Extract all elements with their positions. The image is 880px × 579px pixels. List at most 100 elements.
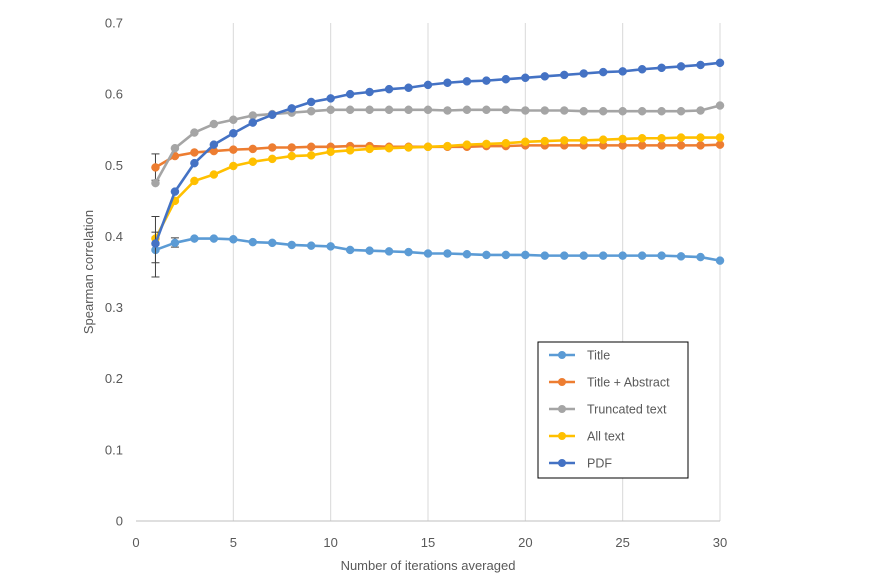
data-point: [404, 83, 413, 92]
data-point: [345, 245, 355, 255]
data-point: [229, 115, 238, 125]
data-point: [462, 77, 472, 86]
data-point: [676, 141, 686, 150]
data-point: [306, 142, 316, 152]
y-tick-label: 0: [116, 514, 123, 529]
y-tick-label: 0.6: [105, 87, 123, 102]
data-point: [560, 70, 569, 80]
data-point: [579, 251, 588, 260]
series-pdf: [151, 58, 725, 278]
data-point: [696, 133, 705, 142]
data-point: [501, 74, 511, 84]
data-point: [345, 146, 355, 155]
data-point: [540, 251, 550, 260]
data-point: [306, 151, 316, 160]
legend-item: All text: [549, 430, 625, 444]
data-point: [696, 141, 705, 150]
data-point: [326, 105, 335, 115]
data-point: [268, 143, 277, 152]
data-point: [540, 72, 550, 81]
legend-label: All text: [587, 430, 625, 444]
series-line: [154, 61, 721, 244]
data-point: [423, 142, 433, 152]
data-point: [326, 94, 335, 103]
series-truncated-text: [151, 101, 725, 188]
data-point: [696, 60, 705, 70]
data-point: [384, 247, 394, 256]
y-tick-label: 0.7: [105, 16, 123, 31]
data-point: [657, 63, 666, 73]
data-point: [365, 246, 374, 255]
series-group: [151, 58, 725, 278]
data-point: [462, 105, 472, 115]
data-point: [540, 106, 550, 115]
data-point: [248, 111, 258, 120]
data-point: [618, 106, 627, 116]
data-point: [676, 62, 686, 71]
data-point: [190, 176, 199, 186]
legend-item: Title + Abstract: [549, 376, 670, 390]
legend-label: PDF: [587, 457, 612, 471]
data-point: [560, 106, 569, 115]
data-point: [287, 151, 296, 161]
data-point: [715, 133, 725, 142]
y-tick-label: 0.3: [105, 300, 123, 315]
data-point: [384, 84, 394, 94]
data-point: [190, 234, 199, 243]
data-point: [423, 80, 433, 90]
data-point: [676, 106, 686, 116]
data-point: [190, 128, 199, 137]
legend-label: Title + Abstract: [587, 376, 670, 390]
x-axis-ticks: 0 5 10 15 20 25 30: [132, 535, 727, 550]
data-point: [521, 250, 530, 260]
data-point: [404, 247, 413, 257]
data-point: [248, 237, 258, 247]
data-point: [443, 106, 452, 115]
data-point: [521, 137, 530, 147]
y-axis-title: Spearman correlation: [81, 210, 96, 334]
legend-swatch-marker: [558, 432, 566, 440]
data-point: [637, 64, 647, 74]
legend-label: Truncated text: [587, 403, 667, 417]
data-point: [306, 97, 316, 107]
series-line: [154, 136, 720, 240]
data-point: [268, 154, 277, 164]
data-point: [696, 106, 705, 115]
data-point: [306, 241, 316, 250]
data-point: [443, 78, 452, 88]
data-point: [462, 249, 472, 259]
data-point: [676, 133, 686, 142]
data-point: [209, 234, 219, 243]
data-point: [540, 136, 550, 146]
data-point: [443, 249, 452, 258]
x-tick-label: 10: [323, 535, 337, 550]
data-point: [365, 144, 374, 154]
y-tick-label: 0.5: [105, 158, 123, 173]
data-point: [560, 136, 569, 145]
data-point: [268, 238, 277, 248]
data-point: [404, 105, 413, 115]
legend-item: PDF: [549, 457, 612, 471]
data-point: [404, 143, 413, 152]
data-point: [170, 187, 180, 196]
x-tick-label: 25: [615, 535, 629, 550]
y-axis-ticks: 0 0.1 0.2 0.3 0.4 0.5 0.6 0.7: [105, 16, 123, 529]
data-point: [345, 105, 355, 115]
data-point: [715, 58, 725, 68]
data-point: [482, 105, 491, 115]
data-point: [306, 106, 316, 116]
data-point: [598, 251, 608, 260]
data-point: [482, 250, 491, 260]
data-point: [248, 144, 258, 154]
data-point: [326, 242, 335, 251]
legend-item: Truncated text: [549, 403, 667, 417]
data-point: [637, 141, 647, 150]
data-point: [618, 134, 627, 144]
series-all-text: [151, 133, 725, 246]
legend-swatch-marker: [558, 351, 566, 359]
data-point: [326, 147, 335, 157]
legend-swatch-marker: [558, 378, 566, 386]
data-point: [151, 178, 160, 188]
data-point: [618, 67, 627, 76]
data-point: [229, 145, 238, 154]
